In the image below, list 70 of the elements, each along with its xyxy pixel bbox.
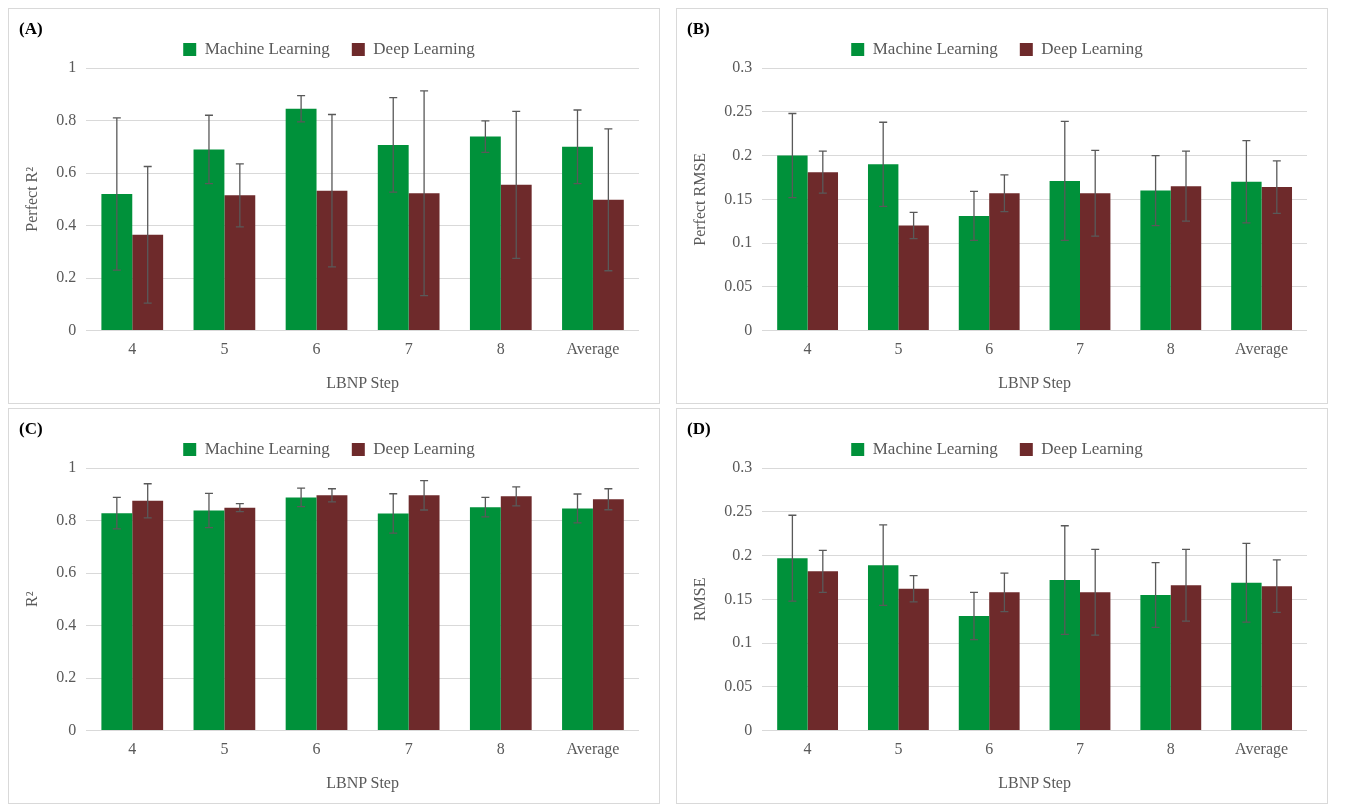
y-axis-title: Perfect R² [22, 166, 40, 232]
y-axis-title: RMSE [690, 577, 708, 622]
x-tick-label: 6 [312, 340, 321, 358]
x-tick-label: Average [566, 740, 620, 759]
y-tick-label: 0.1 [732, 633, 753, 651]
legend-label: Machine Learning [872, 438, 999, 458]
y-tick-label: 0.8 [56, 510, 77, 528]
y-tick-label: 1 [68, 458, 77, 476]
y-tick-label: 0.6 [56, 563, 77, 581]
text: (B) [687, 19, 710, 39]
legend-label: Deep Learning [373, 438, 476, 458]
legend-label: Deep Learning [1041, 38, 1144, 58]
y-tick-label: 0.3 [732, 58, 753, 76]
y-tick-label: 0.8 [56, 110, 77, 128]
legend-label: Machine Learning [204, 438, 331, 458]
y-tick-label: 0.05 [724, 677, 753, 695]
y-tick-label: 0.2 [56, 268, 77, 286]
x-tick-label: 6 [985, 740, 994, 758]
x-tick-label: 7 [404, 740, 413, 758]
text: (D) [687, 419, 711, 439]
x-tick-label: 7 [404, 340, 413, 358]
x-tick-label: 5 [220, 740, 229, 758]
x-tick-label: 7 [1076, 340, 1084, 358]
x-tick-label: Average [1235, 340, 1289, 359]
y-tick-label: 0.15 [724, 589, 753, 607]
y-tick-label: 0 [68, 720, 77, 738]
x-tick-label: Average [566, 340, 620, 359]
y-axis-title: R² [22, 591, 40, 608]
y-tick-label: 0.15 [724, 189, 753, 207]
legend-label: Deep Learning [1041, 438, 1144, 458]
y-tick-label: 0 [68, 320, 77, 338]
y-tick-label: 1 [68, 58, 77, 76]
x-tick-label: 8 [1166, 340, 1175, 358]
x-tick-label: Average [1235, 740, 1289, 759]
x-axis-title: LBNP Step [326, 773, 399, 792]
x-tick-label: 5 [894, 340, 903, 358]
x-tick-label: 7 [1076, 740, 1084, 758]
y-tick-label: 0.6 [56, 163, 77, 181]
y-tick-label: 0.4 [56, 215, 77, 233]
legend-label: Deep Learning [373, 38, 476, 58]
x-tick-label: 4 [803, 340, 812, 358]
y-tick-label: 0 [744, 720, 753, 738]
y-tick-label: 0.25 [724, 501, 753, 519]
x-tick-label: 6 [312, 740, 321, 758]
y-tick-label: 0.2 [732, 545, 753, 563]
x-tick-label: 6 [985, 340, 994, 358]
y-tick-label: 0.3 [732, 458, 753, 476]
x-tick-label: 5 [894, 740, 903, 758]
x-tick-label: 4 [128, 740, 137, 758]
y-axis-title: Perfect RMSE [690, 152, 708, 246]
x-axis-title: LBNP Step [326, 373, 399, 392]
x-tick-label: 8 [1166, 740, 1175, 758]
x-axis-title: LBNP Step [998, 373, 1071, 392]
x-tick-label: 8 [496, 340, 505, 358]
legend-label: Machine Learning [872, 38, 999, 58]
x-axis-title: LBNP Step [998, 773, 1071, 792]
text: (A) [19, 19, 43, 39]
y-tick-label: 0.1 [732, 233, 753, 251]
y-tick-label: 0.2 [732, 145, 753, 163]
x-tick-label: 5 [220, 340, 229, 358]
legend-label: Machine Learning [204, 38, 331, 58]
x-tick-label: 4 [803, 740, 812, 758]
text: (C) [19, 419, 43, 439]
y-tick-label: 0.2 [56, 668, 77, 686]
y-tick-label: 0.4 [56, 615, 77, 633]
y-tick-label: 0.05 [724, 277, 753, 295]
y-tick-label: 0 [744, 320, 753, 338]
x-tick-label: 4 [128, 340, 137, 358]
x-tick-label: 8 [496, 740, 505, 758]
y-tick-label: 0.25 [724, 101, 753, 119]
